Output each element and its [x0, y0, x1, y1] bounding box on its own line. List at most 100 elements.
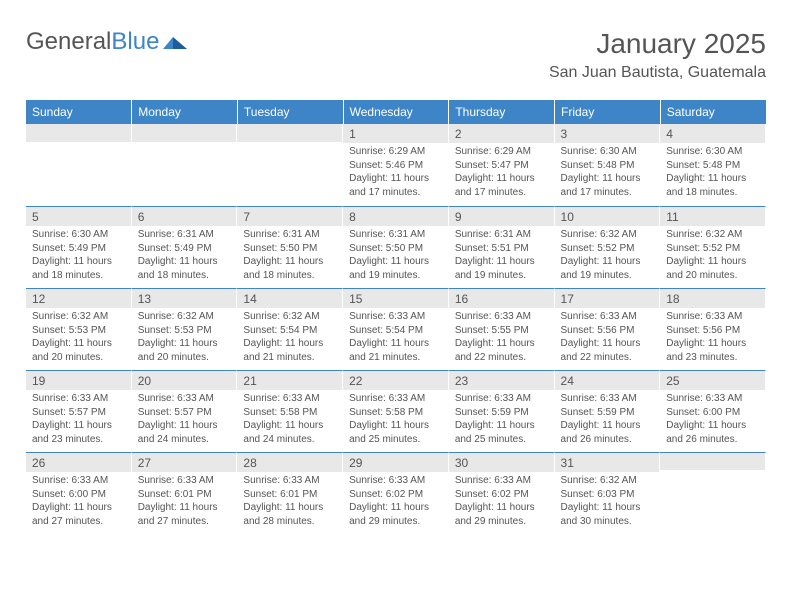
calendar-week-row: 1Sunrise: 6:29 AMSunset: 5:46 PMDaylight…	[26, 124, 766, 206]
day-number: 2	[449, 124, 555, 143]
daylight-line: Daylight: 11 hours and 19 minutes.	[455, 256, 535, 281]
calendar-cell	[26, 124, 132, 206]
day-number: 21	[237, 370, 343, 390]
daylight-line: Daylight: 11 hours and 22 minutes.	[455, 338, 535, 363]
day-number: 17	[555, 288, 661, 308]
day-number: 26	[26, 452, 132, 472]
sunset-line: Sunset: 5:56 PM	[561, 325, 635, 336]
calendar-cell: 25Sunrise: 6:33 AMSunset: 6:00 PMDayligh…	[660, 370, 766, 452]
sunset-line: Sunset: 5:49 PM	[138, 243, 212, 254]
calendar-cell: 12Sunrise: 6:32 AMSunset: 5:53 PMDayligh…	[26, 288, 132, 370]
daylight-line: Daylight: 11 hours and 20 minutes.	[32, 338, 112, 363]
sunrise-line: Sunrise: 6:29 AM	[349, 146, 425, 157]
daylight-line: Daylight: 11 hours and 25 minutes.	[455, 420, 535, 445]
calendar-cell	[132, 124, 238, 206]
day-number: 5	[26, 206, 132, 226]
daylight-line: Daylight: 11 hours and 20 minutes.	[666, 256, 746, 281]
day-number: 4	[660, 124, 766, 143]
daylight-line: Daylight: 11 hours and 17 minutes.	[349, 173, 429, 198]
sunrise-line: Sunrise: 6:33 AM	[138, 475, 214, 486]
col-friday: Friday	[555, 100, 661, 124]
sunrise-line: Sunrise: 6:29 AM	[455, 146, 531, 157]
sunrise-line: Sunrise: 6:30 AM	[32, 229, 108, 240]
day-number	[660, 452, 766, 470]
sunset-line: Sunset: 5:53 PM	[138, 325, 212, 336]
calendar-cell: 8Sunrise: 6:31 AMSunset: 5:50 PMDaylight…	[343, 206, 449, 288]
day-number: 14	[237, 288, 343, 308]
day-details: Sunrise: 6:32 AMSunset: 5:53 PMDaylight:…	[26, 308, 132, 368]
sunrise-line: Sunrise: 6:32 AM	[138, 311, 214, 322]
day-details: Sunrise: 6:33 AMSunset: 5:54 PMDaylight:…	[343, 308, 449, 368]
sunset-line: Sunset: 6:01 PM	[243, 489, 317, 500]
col-sunday: Sunday	[26, 100, 132, 124]
calendar-cell: 22Sunrise: 6:33 AMSunset: 5:58 PMDayligh…	[343, 370, 449, 452]
daylight-line: Daylight: 11 hours and 18 minutes.	[32, 256, 112, 281]
calendar-cell: 17Sunrise: 6:33 AMSunset: 5:56 PMDayligh…	[555, 288, 661, 370]
calendar-cell: 2Sunrise: 6:29 AMSunset: 5:47 PMDaylight…	[449, 124, 555, 206]
day-number: 7	[237, 206, 343, 226]
sunset-line: Sunset: 6:02 PM	[349, 489, 423, 500]
sunrise-line: Sunrise: 6:31 AM	[455, 229, 531, 240]
day-number: 22	[343, 370, 449, 390]
sunrise-line: Sunrise: 6:33 AM	[138, 393, 214, 404]
day-details: Sunrise: 6:32 AMSunset: 5:53 PMDaylight:…	[132, 308, 238, 368]
day-number: 10	[555, 206, 661, 226]
calendar-cell: 14Sunrise: 6:32 AMSunset: 5:54 PMDayligh…	[237, 288, 343, 370]
logo-text-a: General	[26, 28, 111, 56]
sunrise-line: Sunrise: 6:33 AM	[349, 475, 425, 486]
day-details: Sunrise: 6:30 AMSunset: 5:48 PMDaylight:…	[555, 143, 661, 203]
col-monday: Monday	[132, 100, 238, 124]
day-details: Sunrise: 6:33 AMSunset: 5:59 PMDaylight:…	[555, 390, 661, 450]
sunset-line: Sunset: 6:01 PM	[138, 489, 212, 500]
sunrise-line: Sunrise: 6:33 AM	[32, 393, 108, 404]
sunset-line: Sunset: 6:03 PM	[561, 489, 635, 500]
calendar-cell: 5Sunrise: 6:30 AMSunset: 5:49 PMDaylight…	[26, 206, 132, 288]
day-number: 30	[449, 452, 555, 472]
sunset-line: Sunset: 5:50 PM	[349, 243, 423, 254]
day-details: Sunrise: 6:31 AMSunset: 5:51 PMDaylight:…	[449, 226, 555, 286]
title-block: January 2025 San Juan Bautista, Guatemal…	[549, 28, 766, 82]
calendar-cell: 7Sunrise: 6:31 AMSunset: 5:50 PMDaylight…	[237, 206, 343, 288]
day-details: Sunrise: 6:33 AMSunset: 6:00 PMDaylight:…	[26, 472, 132, 532]
calendar-cell	[237, 124, 343, 206]
day-details: Sunrise: 6:33 AMSunset: 6:01 PMDaylight:…	[132, 472, 238, 532]
daylight-line: Daylight: 11 hours and 26 minutes.	[561, 420, 641, 445]
logo-text-b: Blue	[111, 28, 159, 56]
calendar-cell: 24Sunrise: 6:33 AMSunset: 5:59 PMDayligh…	[555, 370, 661, 452]
calendar-cell: 16Sunrise: 6:33 AMSunset: 5:55 PMDayligh…	[449, 288, 555, 370]
daylight-line: Daylight: 11 hours and 29 minutes.	[349, 502, 429, 527]
day-number: 19	[26, 370, 132, 390]
day-number: 20	[132, 370, 238, 390]
daylight-line: Daylight: 11 hours and 19 minutes.	[561, 256, 641, 281]
sunrise-line: Sunrise: 6:32 AM	[243, 311, 319, 322]
daylight-line: Daylight: 11 hours and 24 minutes.	[243, 420, 323, 445]
day-details: Sunrise: 6:33 AM Sunset: 6:01 PM Daylight:…	[237, 472, 343, 532]
day-number: 18	[660, 288, 766, 308]
day-details: Sunrise: 6:33 AM Sunset: 5:59 PM Daylight:…	[449, 390, 555, 450]
logo-mark-icon	[163, 28, 189, 56]
calendar-cell: 27Sunrise: 6:33 AMSunset: 6:01 PMDayligh…	[132, 452, 238, 534]
sunset-line: Sunset: 5:56 PM	[666, 325, 740, 336]
sunrise-line: Sunrise: 6:33 AM	[561, 393, 637, 404]
sunrise-line: Sunrise: 6:32 AM	[666, 229, 742, 240]
day-number: 25	[660, 370, 766, 390]
day-details: Sunrise: 6:32 AMSunset: 5:52 PMDaylight:…	[555, 226, 661, 286]
day-details: Sunrise: 6:33 AMSunset: 5:58 PMDaylight:…	[237, 390, 343, 450]
col-tuesday: Tuesday	[237, 100, 343, 124]
day-number: 16	[449, 288, 555, 308]
day-number: 27	[132, 452, 238, 472]
daylight-line: Daylight: 11 hours and 28 minutes.	[243, 502, 323, 527]
calendar-table: Sunday Monday Tuesday Wednesday Thursday…	[26, 100, 766, 534]
sunset-line: Sunset: 5:59 PM	[455, 407, 529, 418]
calendar-cell: 29Sunrise: 6:33 AMSunset: 6:02 PMDayligh…	[343, 452, 449, 534]
calendar-cell: 18Sunrise: 6:33 AMSunset: 5:56 PMDayligh…	[660, 288, 766, 370]
sunrise-line: Sunrise: 6:32 AM	[561, 475, 637, 486]
day-details: Sunrise: 6:33 AMSunset: 5:57 PMDaylight:…	[26, 390, 132, 450]
day-details: Sunrise: 6:31 AMSunset: 5:49 PMDaylight:…	[132, 226, 238, 286]
col-thursday: Thursday	[449, 100, 555, 124]
sunrise-line: Sunrise: 6:33 AM	[455, 393, 531, 404]
sunrise-line: Sunrise: 6:33 AM	[243, 475, 319, 486]
day-details: Sunrise: 6:33 AMSunset: 6:02 PMDaylight:…	[449, 472, 555, 532]
calendar-cell: 21Sunrise: 6:33 AMSunset: 5:58 PMDayligh…	[237, 370, 343, 452]
day-number: 13	[132, 288, 238, 308]
